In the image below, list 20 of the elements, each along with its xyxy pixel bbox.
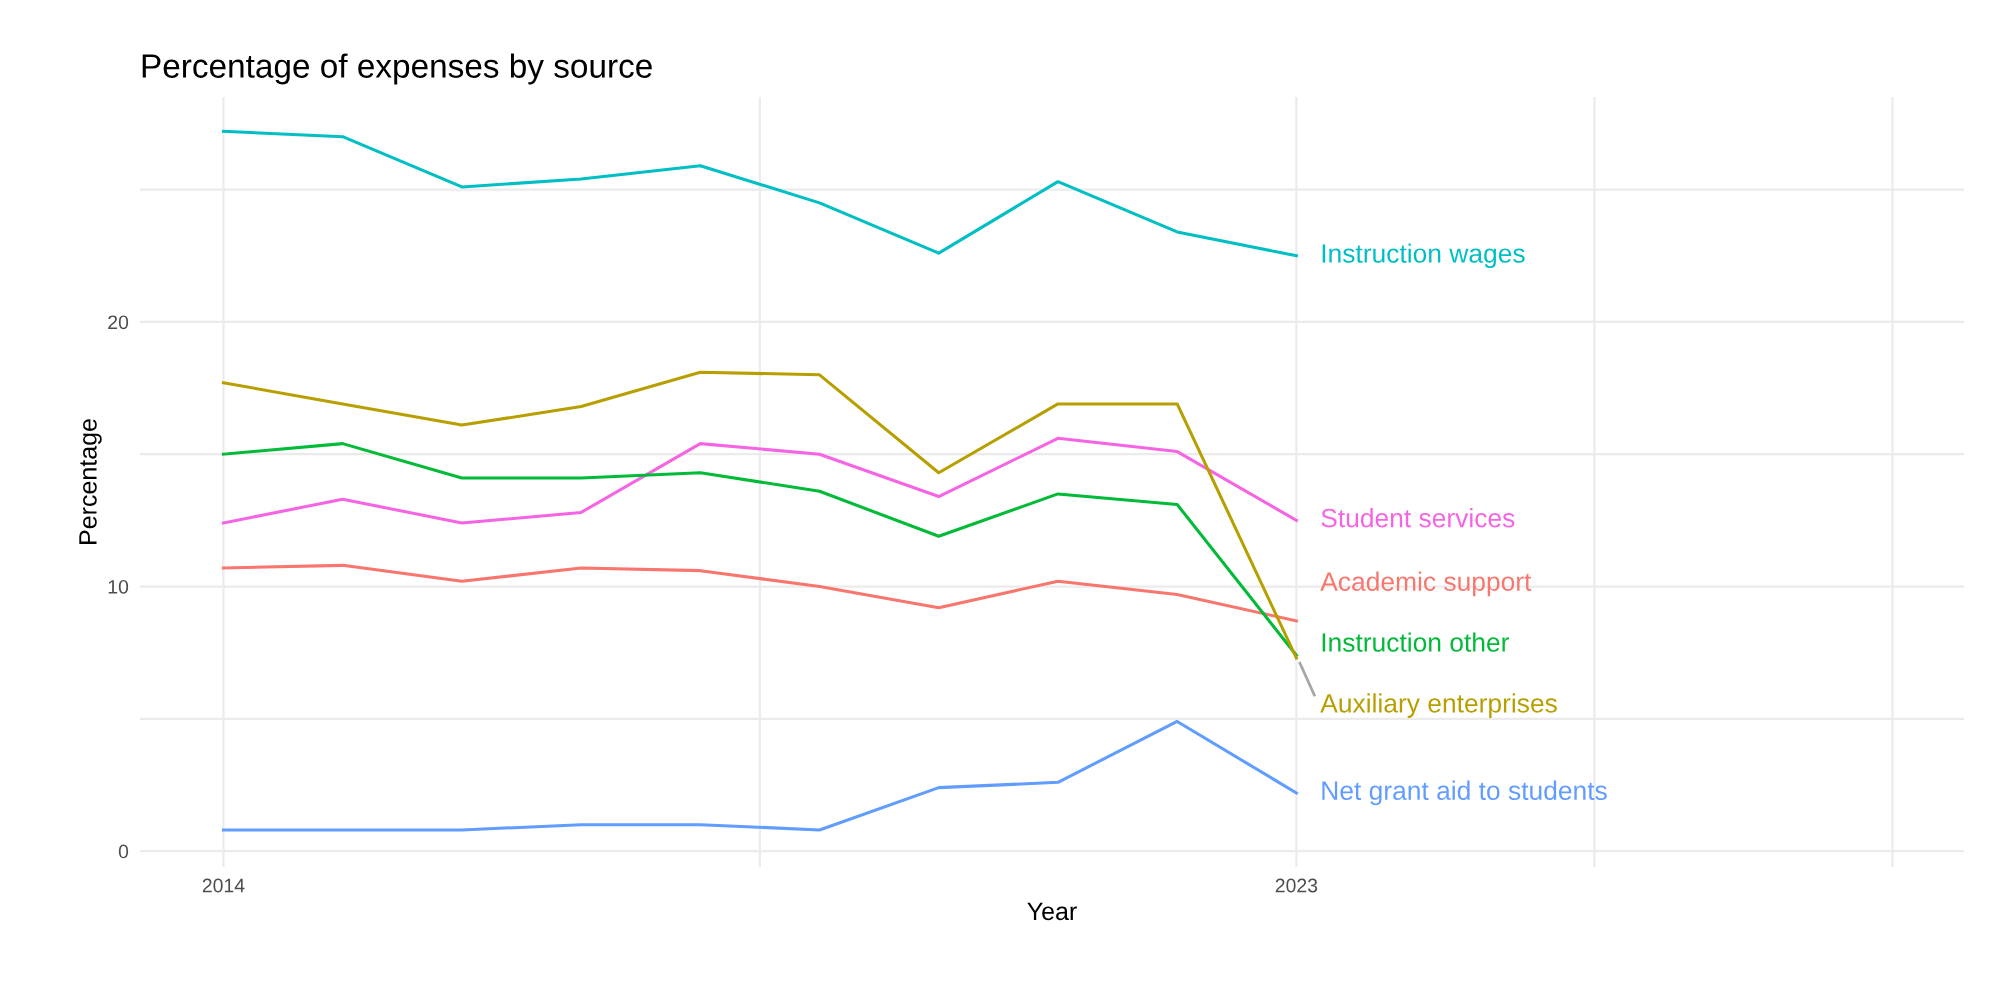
y-tick-label: 0 xyxy=(118,844,129,859)
x-tick-label: 2023 xyxy=(1275,878,1318,893)
series-label: Net grant aid to students xyxy=(1322,780,1607,806)
line-series xyxy=(221,370,1298,660)
y-tick-label: 10 xyxy=(108,579,129,594)
series-label: Instruction other xyxy=(1322,632,1510,652)
y-axis-title: Percentage xyxy=(79,419,102,544)
x-axis-title: Year xyxy=(1027,902,1077,921)
series-label: Student services xyxy=(1321,508,1515,528)
series-label: Academic support xyxy=(1320,571,1532,597)
line-series xyxy=(221,563,1298,623)
line-series xyxy=(221,442,1298,657)
line-series xyxy=(221,129,1298,258)
series-label: Instruction wages xyxy=(1322,243,1525,269)
line-series xyxy=(221,436,1298,525)
y-tick-label: 20 xyxy=(108,315,129,330)
series-label: Auxiliary enterprises xyxy=(1320,693,1557,718)
chart-title: Percentage of expenses by source xyxy=(142,53,652,85)
line-series xyxy=(221,719,1298,832)
x-tick-label: 2014 xyxy=(202,878,245,893)
